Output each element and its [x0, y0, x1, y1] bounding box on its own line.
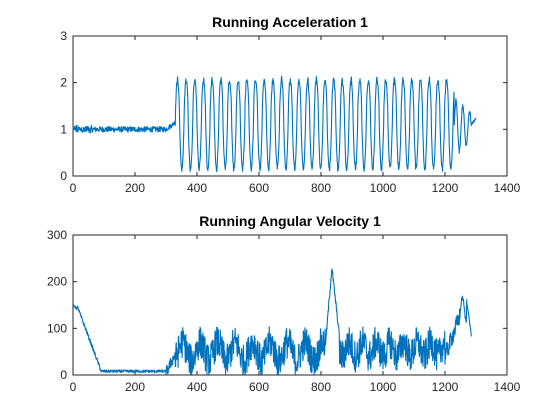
subplot-angular-velocity: Running Angular Velocity 1 0 200 400 600 800…: [47, 213, 521, 394]
x-tick-label: 1000: [370, 380, 397, 394]
subplot-acceleration: Running Acceleration 1 0 200 400 600 800 1000…: [60, 14, 520, 195]
x-tick-label: 1200: [432, 181, 459, 195]
y-tick-label: 0: [60, 368, 67, 382]
plot-area-1: [72, 35, 508, 177]
y-tick-label: 200: [47, 275, 67, 289]
x-tick-label: 0: [70, 380, 77, 394]
x-tick-label: 200: [125, 380, 145, 394]
y-tick-label: 2: [60, 76, 67, 90]
x-tick-label: 600: [249, 380, 269, 394]
x-tick-label: 400: [187, 380, 207, 394]
y-tick-label: 100: [47, 321, 67, 335]
x-tick-label: 800: [311, 181, 331, 195]
series-line-1: [72, 75, 477, 172]
y-tick-label: 3: [60, 29, 67, 43]
x-tick-label: 0: [70, 181, 77, 195]
x-tick-label: 600: [249, 181, 269, 195]
x-tick-label: 400: [187, 181, 207, 195]
x-tick-label: 1400: [494, 181, 521, 195]
y-tick-label: 0: [60, 169, 67, 183]
x-tick-label: 1200: [432, 380, 459, 394]
y-tick-label: 1: [60, 122, 67, 136]
x-tick-label: 200: [125, 181, 145, 195]
chart-title-2: Running Angular Velocity 1: [199, 213, 381, 229]
series-line-2: [72, 268, 472, 375]
ticks-2: 0 200 400 600 800 1000 1200 1400 0 100 200 300: [47, 228, 521, 394]
chart-title-1: Running Acceleration 1: [212, 14, 368, 30]
x-tick-label: 800: [311, 380, 331, 394]
x-tick-label: 1400: [494, 380, 521, 394]
x-tick-label: 1000: [370, 181, 397, 195]
ticks-1: 0 200 400 600 800 1000 1200 1400 0 1 2 3: [60, 29, 520, 195]
y-tick-label: 300: [47, 228, 67, 242]
